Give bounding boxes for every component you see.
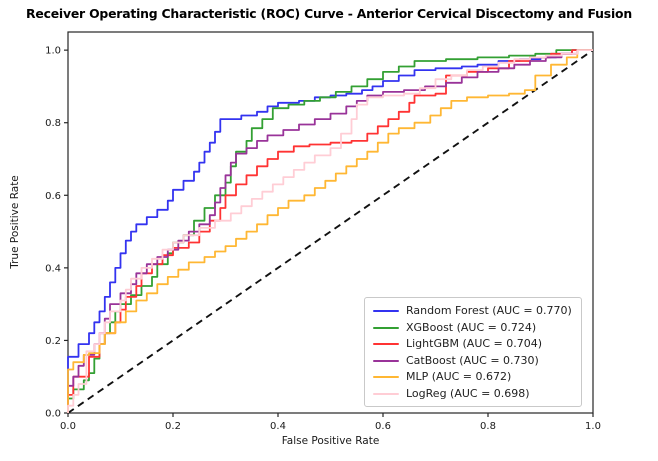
legend-swatch-random-forest <box>373 310 399 313</box>
x-tick-label: 1.0 <box>585 421 601 432</box>
roc-curve-random-forest <box>67 49 593 413</box>
legend-item-mlp: MLP (AUC = 0.672) <box>373 369 572 386</box>
y-tick-label: 0.8 <box>45 118 61 129</box>
roc-curve-catboost <box>67 49 593 413</box>
chart-title: Receiver Operating Characteristic (ROC) … <box>26 6 632 21</box>
x-tick-label: 0.2 <box>165 421 181 432</box>
y-tick-label: 0.2 <box>45 336 61 347</box>
legend-label: MLP (AUC = 0.672) <box>406 370 512 383</box>
legend-label: LightGBM (AUC = 0.704) <box>406 337 543 350</box>
legend-item-random-forest: Random Forest (AUC = 0.770) <box>373 303 572 320</box>
legend: Random Forest (AUC = 0.770) XGBoost (AUC … <box>364 297 582 407</box>
plot-frame <box>67 31 594 414</box>
y-tick-label: 0.0 <box>45 409 61 420</box>
chance-diagonal <box>67 49 594 414</box>
legend-item-logreg: LogReg (AUC = 0.698) <box>373 386 572 403</box>
legend-item-xgboost: XGBoost (AUC = 0.724) <box>373 320 572 337</box>
roc-curve-mlp <box>67 49 593 413</box>
legend-swatch-logreg <box>373 392 399 395</box>
legend-item-catboost: CatBoost (AUC = 0.730) <box>373 353 572 370</box>
roc-curve-logreg <box>67 49 593 413</box>
legend-item-lightgbm: LightGBM (AUC = 0.704) <box>373 336 572 353</box>
y-tick-label: 0.4 <box>45 263 61 274</box>
legend-swatch-mlp <box>373 376 399 379</box>
legend-swatch-lightgbm <box>373 343 399 346</box>
y-tick-label: 1.0 <box>45 46 61 57</box>
x-tick-label: 0.0 <box>60 421 76 432</box>
y-axis-label: True Positive Rate <box>9 175 21 269</box>
legend-swatch-catboost <box>373 359 399 362</box>
y-tick-label: 0.6 <box>45 191 61 202</box>
legend-label: XGBoost (AUC = 0.724) <box>406 320 537 334</box>
x-axis-label: False Positive Rate <box>281 435 380 447</box>
legend-label: Random Forest (AUC = 0.770) <box>406 304 572 317</box>
legend-swatch-xgboost <box>373 326 399 329</box>
legend-label: LogReg (AUC = 0.698) <box>406 386 530 400</box>
legend-label: CatBoost (AUC = 0.730) <box>406 353 539 367</box>
x-tick-label: 0.6 <box>375 421 391 432</box>
x-tick-label: 0.4 <box>270 421 286 432</box>
x-tick-label: 0.8 <box>480 421 496 432</box>
